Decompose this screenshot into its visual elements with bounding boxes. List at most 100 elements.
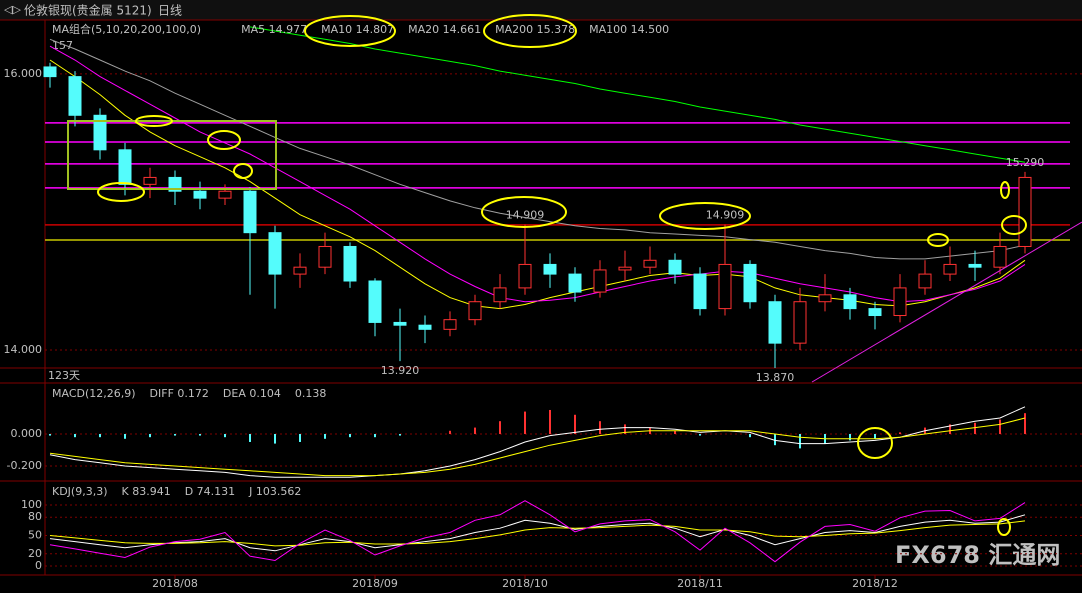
ellipse [1001, 215, 1027, 235]
x-tick-label: 2018/09 [352, 577, 398, 590]
indicator-title: KDJ(9,3,3) [52, 485, 108, 498]
y-tick-label: 50 [28, 529, 42, 542]
candle-body [268, 232, 282, 275]
indicator-line [49, 59, 1026, 310]
trend-line [811, 221, 1082, 383]
ellipse [483, 14, 577, 48]
candle-body [468, 301, 482, 321]
indicator-line [49, 500, 1026, 563]
y-tick-label: 14.000 [4, 343, 43, 356]
candle-body [968, 263, 982, 268]
indicator-title: MACD(12,26,9) [52, 387, 136, 400]
candle-body [918, 273, 932, 289]
candle-body [943, 263, 957, 275]
indicator-line [49, 45, 1026, 303]
y-tick-label: 100 [21, 498, 42, 511]
candle-body [443, 319, 457, 330]
ellipse [1000, 181, 1010, 199]
y-tick-label: 16.000 [4, 67, 43, 80]
x-tick-label: 2018/08 [152, 577, 198, 590]
candle-body [618, 266, 632, 271]
x-tick-label: 2018/11 [677, 577, 723, 590]
legend-entry: MA5 14.977 [241, 23, 307, 36]
indicator-line [49, 417, 1026, 477]
legend-entry: DIFF 0.172 [150, 387, 209, 400]
candle-body [343, 245, 357, 282]
legend-entry: MA100 14.500 [589, 23, 669, 36]
candle-body [818, 294, 832, 303]
ellipse [135, 115, 173, 127]
candle-body [843, 294, 857, 310]
indicator-title: MA组合(5,10,20,200,100,0) [52, 22, 201, 36]
extreme-label: 14.909 [706, 209, 745, 222]
candle-body [718, 263, 732, 310]
candle-body [293, 266, 307, 275]
indicator-line [249, 26, 1026, 163]
ellipse [659, 202, 751, 230]
top-bar [0, 0, 1082, 20]
candle-body [243, 190, 257, 234]
candle-body [368, 280, 382, 323]
candle-body [218, 190, 232, 199]
extreme-label: 15.290 [1006, 156, 1045, 169]
x-tick-label: 2018/10 [502, 577, 548, 590]
ellipse [97, 182, 145, 202]
y-tick-label: 80 [28, 510, 42, 523]
ellipse [481, 196, 567, 228]
candle-body [518, 263, 532, 289]
plot: 16.000 14.000 13.920 14.909 14.909 13.870 15.2… [4, 22, 1082, 590]
candle-body [493, 287, 507, 303]
ellipse [233, 163, 253, 179]
candle-body [743, 263, 757, 303]
candle-body [993, 245, 1007, 268]
watermark: FX678 汇通网 [895, 541, 1060, 569]
legend-entry: 0.138 [295, 387, 327, 400]
candle-body [93, 114, 107, 151]
icon[interactable]: ◁▷ [4, 3, 21, 16]
legend-entry: D 74.131 [185, 485, 235, 498]
legend-entry: J 103.562 [248, 485, 301, 498]
candle-body [643, 259, 657, 268]
legend-entry: DEA 0.104 [223, 387, 281, 400]
indicator-line [49, 520, 1026, 547]
ellipse [207, 130, 241, 150]
ellipse [857, 427, 893, 459]
indicator-line [49, 406, 1026, 478]
legend-entry: MA200 15.378 [495, 23, 575, 36]
candle-body [893, 287, 907, 317]
indicator-line [49, 514, 1026, 552]
candle-body [168, 176, 182, 192]
x-tick-label: 2018/12 [852, 577, 898, 590]
indicator-line [49, 38, 1026, 260]
extreme-label: 13.870 [756, 371, 795, 384]
period[interactable]: 日线 [158, 4, 182, 18]
candle-body [68, 76, 82, 116]
candle-body [118, 149, 132, 185]
y-tick-label: 0 [35, 559, 42, 572]
legend-entry: MA20 14.661 [408, 23, 481, 36]
candle-body [143, 176, 157, 185]
candle-body [543, 263, 557, 275]
candle-body [768, 301, 782, 344]
legend-entry: MA10 14.807 [321, 23, 394, 36]
y-tick-label: 20 [28, 547, 42, 560]
candle-body [193, 190, 207, 199]
instrument-title: 伦敦银现(贵金属 5121) [24, 3, 152, 18]
candle-body [693, 273, 707, 310]
ellipse [304, 15, 396, 47]
duration: 123天 [48, 369, 80, 382]
annotations [67, 14, 1082, 536]
candle-body [668, 259, 682, 275]
y-tick-label: -0.200 [7, 459, 42, 472]
candle-body [393, 321, 407, 326]
legend-entry: K 83.941 [122, 485, 171, 498]
ellipse [997, 518, 1011, 536]
candle-body [43, 66, 57, 78]
extreme-label: 13.920 [381, 364, 420, 377]
candle-body [418, 324, 432, 330]
candle-body [1018, 176, 1032, 247]
ellipse [927, 233, 949, 247]
candle-body [593, 269, 607, 293]
